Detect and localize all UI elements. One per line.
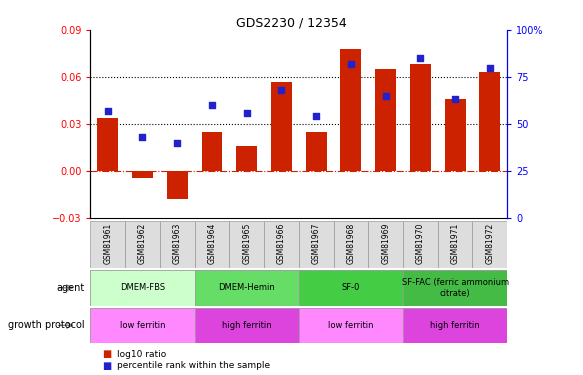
Text: GSM81967: GSM81967 xyxy=(312,223,321,264)
Bar xyxy=(97,117,118,171)
Bar xyxy=(132,171,153,178)
Bar xyxy=(195,221,229,268)
Bar xyxy=(264,221,298,268)
Text: GSM81961: GSM81961 xyxy=(103,223,113,264)
Bar xyxy=(236,146,257,171)
Bar xyxy=(195,308,298,343)
Text: ■: ■ xyxy=(102,350,111,359)
Text: SF-0: SF-0 xyxy=(342,284,360,292)
Bar xyxy=(472,221,507,268)
Bar xyxy=(410,64,431,171)
Point xyxy=(242,110,251,116)
Text: low ferritin: low ferritin xyxy=(328,321,374,330)
Text: GSM81971: GSM81971 xyxy=(451,223,459,264)
Bar xyxy=(438,221,472,268)
Text: SF-FAC (ferric ammonium
citrate): SF-FAC (ferric ammonium citrate) xyxy=(402,278,508,297)
Point xyxy=(277,87,286,93)
Text: GSM81964: GSM81964 xyxy=(208,223,216,264)
Text: GSM81968: GSM81968 xyxy=(346,223,356,264)
Point xyxy=(138,134,147,140)
Text: low ferritin: low ferritin xyxy=(120,321,165,330)
Bar xyxy=(368,221,403,268)
Text: high ferritin: high ferritin xyxy=(430,321,480,330)
Text: growth protocol: growth protocol xyxy=(8,320,85,330)
Text: GSM81972: GSM81972 xyxy=(485,223,494,264)
Bar xyxy=(445,99,465,171)
Bar xyxy=(299,221,333,268)
Text: DMEM-FBS: DMEM-FBS xyxy=(120,284,165,292)
Text: log10 ratio: log10 ratio xyxy=(117,350,166,359)
Text: GSM81969: GSM81969 xyxy=(381,223,390,264)
Point xyxy=(103,108,113,114)
Text: DMEM-Hemin: DMEM-Hemin xyxy=(218,284,275,292)
Bar xyxy=(229,221,264,268)
Bar xyxy=(90,270,195,306)
Text: agent: agent xyxy=(57,283,85,293)
Point xyxy=(311,113,321,119)
Bar xyxy=(202,132,222,171)
Text: GSM81965: GSM81965 xyxy=(242,223,251,264)
Point xyxy=(416,55,425,61)
Bar xyxy=(403,308,507,343)
Point xyxy=(381,93,390,99)
Point xyxy=(208,102,217,108)
Bar xyxy=(90,221,125,268)
Bar xyxy=(195,270,298,306)
Bar xyxy=(403,270,507,306)
Text: GDS2230 / 12354: GDS2230 / 12354 xyxy=(236,17,347,30)
Bar xyxy=(167,171,188,199)
Bar xyxy=(271,82,292,171)
Point xyxy=(346,61,356,67)
Bar xyxy=(299,308,403,343)
Point xyxy=(451,96,460,102)
Point xyxy=(485,64,494,70)
Text: GSM81963: GSM81963 xyxy=(173,223,182,264)
Bar xyxy=(160,221,195,268)
Text: percentile rank within the sample: percentile rank within the sample xyxy=(117,361,270,370)
Bar xyxy=(340,49,361,171)
Bar xyxy=(479,72,500,171)
Bar xyxy=(305,132,326,171)
Bar xyxy=(90,308,195,343)
Bar xyxy=(333,221,368,268)
Text: GSM81966: GSM81966 xyxy=(277,223,286,264)
Bar xyxy=(299,270,403,306)
Bar xyxy=(125,221,160,268)
Bar xyxy=(375,69,396,171)
Text: GSM81970: GSM81970 xyxy=(416,223,425,264)
Text: high ferritin: high ferritin xyxy=(222,321,272,330)
Text: ■: ■ xyxy=(102,361,111,370)
Point xyxy=(173,140,182,146)
Text: GSM81962: GSM81962 xyxy=(138,223,147,264)
Bar xyxy=(403,221,438,268)
